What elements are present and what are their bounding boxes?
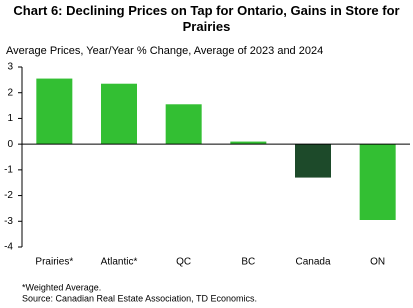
y-tick-label: 2 <box>7 87 13 98</box>
footnote: *Weighted Average. <box>22 282 101 292</box>
y-tick-label: 3 <box>7 62 13 73</box>
chart-subtitle: Average Prices, Year/Year % Change, Aver… <box>6 45 323 57</box>
bar <box>101 83 137 145</box>
x-tick-label: Atlantic* <box>101 257 138 268</box>
bar <box>295 144 331 178</box>
y-tick-label: 1 <box>7 113 13 124</box>
chart-title: Chart 6: Declining Prices on Tap for Ont… <box>13 3 400 34</box>
x-tick-label: QC <box>176 257 191 268</box>
y-tick-label: -4 <box>4 242 13 253</box>
bar <box>230 141 267 145</box>
bar <box>165 104 202 145</box>
x-tick-label: Canada <box>295 257 330 268</box>
y-tick-label: -3 <box>4 216 13 227</box>
y-tick-label: -1 <box>4 164 13 175</box>
x-tick-label: Prairies* <box>35 257 73 268</box>
source-note: Source: Canadian Real Estate Association… <box>22 293 257 303</box>
bar <box>359 144 396 220</box>
x-tick-label: ON <box>370 257 385 268</box>
y-tick-label: -2 <box>4 190 13 201</box>
bar <box>36 78 73 145</box>
y-tick-label: 0 <box>7 139 13 150</box>
x-tick-label: BC <box>241 257 255 268</box>
